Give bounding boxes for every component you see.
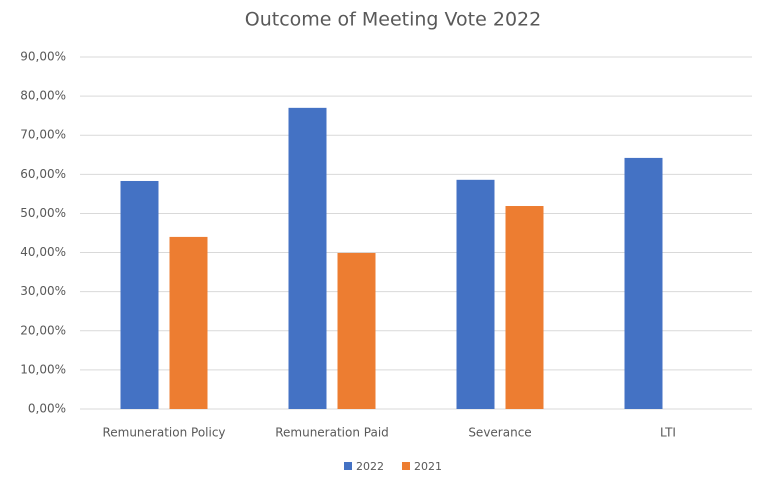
y-tick-label: 0,00% — [28, 402, 66, 416]
y-tick-label: 60,00% — [20, 167, 66, 181]
y-tick-label: 10,00% — [20, 362, 66, 376]
bar — [505, 206, 544, 409]
chart-title: Outcome of Meeting Vote 2022 — [245, 9, 541, 31]
bar — [288, 107, 327, 409]
bar — [337, 252, 376, 409]
legend-swatch — [402, 462, 410, 470]
x-tick-label: Remuneration Paid — [275, 426, 389, 440]
bar — [624, 157, 663, 409]
bar — [120, 180, 159, 409]
y-tick-label: 30,00% — [20, 284, 66, 298]
y-tick-label: 80,00% — [20, 89, 66, 103]
legend-label: 2022 — [356, 460, 384, 473]
bar — [456, 179, 495, 409]
legend-label: 2021 — [414, 460, 442, 473]
y-tick-label: 50,00% — [20, 206, 66, 220]
legend-swatch — [344, 462, 352, 470]
y-tick-label: 20,00% — [20, 323, 66, 337]
x-tick-label: Remuneration Policy — [102, 426, 225, 440]
x-tick-label: LTI — [660, 426, 676, 440]
bar — [169, 236, 208, 409]
y-tick-label: 40,00% — [20, 245, 66, 259]
y-tick-label: 90,00% — [20, 50, 66, 64]
y-tick-label: 70,00% — [20, 128, 66, 142]
x-tick-label: Severance — [468, 426, 531, 440]
